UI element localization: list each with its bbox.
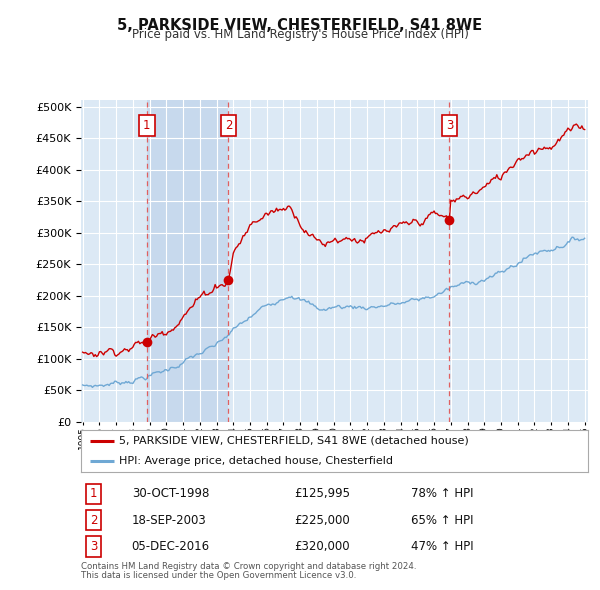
Text: 30-OCT-1998: 30-OCT-1998 xyxy=(132,487,209,500)
Text: £320,000: £320,000 xyxy=(294,540,350,553)
Text: 3: 3 xyxy=(90,540,97,553)
Text: 05-DEC-2016: 05-DEC-2016 xyxy=(132,540,210,553)
Text: 5, PARKSIDE VIEW, CHESTERFIELD, S41 8WE (detached house): 5, PARKSIDE VIEW, CHESTERFIELD, S41 8WE … xyxy=(119,436,469,446)
Text: Price paid vs. HM Land Registry's House Price Index (HPI): Price paid vs. HM Land Registry's House … xyxy=(131,28,469,41)
Text: Contains HM Land Registry data © Crown copyright and database right 2024.: Contains HM Land Registry data © Crown c… xyxy=(81,562,416,571)
Text: 65% ↑ HPI: 65% ↑ HPI xyxy=(410,514,473,527)
Text: 2: 2 xyxy=(224,119,232,132)
Text: HPI: Average price, detached house, Chesterfield: HPI: Average price, detached house, Ches… xyxy=(119,455,393,466)
Text: 5, PARKSIDE VIEW, CHESTERFIELD, S41 8WE: 5, PARKSIDE VIEW, CHESTERFIELD, S41 8WE xyxy=(118,18,482,32)
Text: 18-SEP-2003: 18-SEP-2003 xyxy=(132,514,206,527)
Text: £125,995: £125,995 xyxy=(294,487,350,500)
Bar xyxy=(147,100,229,422)
Text: 1: 1 xyxy=(143,119,151,132)
Text: £225,000: £225,000 xyxy=(294,514,350,527)
Text: This data is licensed under the Open Government Licence v3.0.: This data is licensed under the Open Gov… xyxy=(81,571,356,580)
Text: 78% ↑ HPI: 78% ↑ HPI xyxy=(410,487,473,500)
Text: 47% ↑ HPI: 47% ↑ HPI xyxy=(410,540,473,553)
Text: 2: 2 xyxy=(90,514,97,527)
Text: 3: 3 xyxy=(446,119,453,132)
Text: 1: 1 xyxy=(90,487,97,500)
